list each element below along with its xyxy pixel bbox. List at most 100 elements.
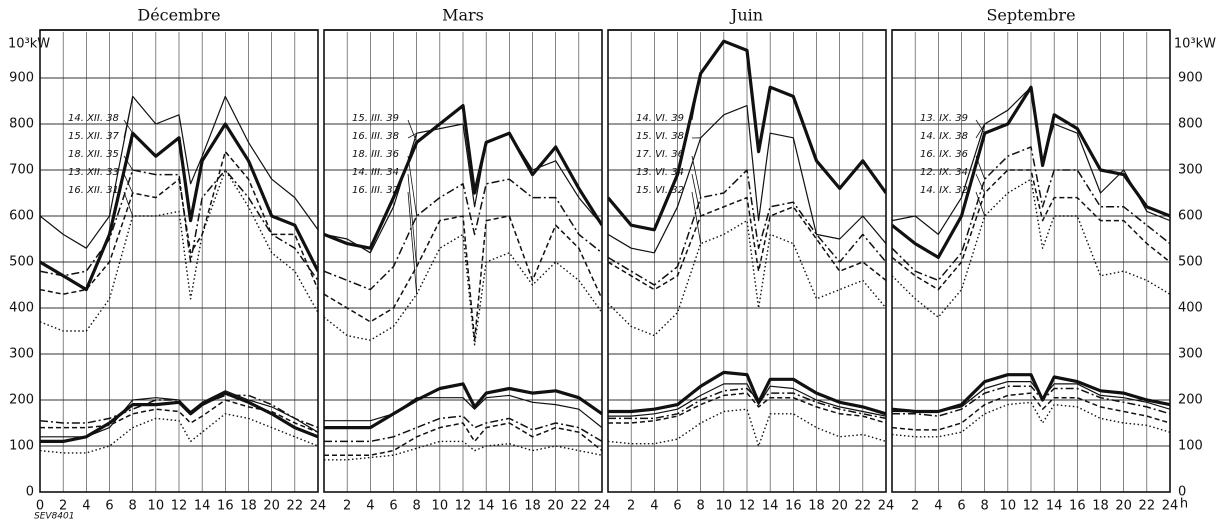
x-tick-label: 0 (36, 499, 44, 514)
y-tick-label: 500 (1178, 255, 1203, 270)
series-label: 12. IX. 34 (920, 167, 968, 178)
x-tick-label: 16 (1069, 499, 1086, 514)
x-tick-label: 8 (129, 499, 137, 514)
series-lower-line (324, 382, 602, 430)
series-label: 17. VI. 36 (636, 149, 684, 160)
y-tick-label: 0 (1178, 485, 1186, 500)
x-tick-label: 22 (1139, 499, 1156, 514)
series-label: 18. XII. 35 (68, 149, 119, 160)
leader-line (407, 191, 418, 295)
y-tick-label: 800 (9, 117, 34, 132)
series-label: 14. IX. 32 (920, 185, 968, 196)
x-tick-label: 18 (808, 499, 825, 514)
series-lower-line (608, 370, 886, 416)
series-lower-line (40, 413, 318, 454)
x-tick-label: 16 (785, 499, 802, 514)
y-tick-label: 100 (9, 439, 34, 454)
series-label: 13. XII. 33 (68, 167, 119, 178)
y-tick-label: 100 (1178, 439, 1203, 454)
x-tick-label: 18 (240, 499, 257, 514)
x-tick-label: 2 (911, 499, 919, 514)
x-tick-label: 22 (287, 499, 304, 514)
y-tick-label: 900 (9, 71, 34, 86)
x-tick-label: 24 (310, 499, 327, 514)
x-tick-label: 12 (455, 499, 472, 514)
x-tick-label: 8 (981, 499, 989, 514)
series-label: 16. IX. 36 (920, 149, 968, 160)
leader-line (975, 123, 986, 139)
x-tick-label: 18 (524, 499, 541, 514)
leader-line (123, 191, 134, 217)
leader-line (123, 96, 134, 139)
y-tick-label: 0 (26, 485, 34, 500)
x-tick-label: 22 (855, 499, 872, 514)
series-lower-line (892, 385, 1170, 417)
x-tick-label: 20 (1115, 499, 1132, 514)
x-tick-label: 20 (547, 499, 564, 514)
series-line (608, 196, 886, 291)
series-line (40, 95, 318, 249)
series-lower-line (40, 399, 318, 433)
panel-title: Mars (442, 6, 484, 25)
x-tick-label: 12 (171, 499, 188, 514)
panel-title: Juin (729, 6, 763, 25)
y-tick-label: 500 (9, 255, 34, 270)
y-tick-label: 600 (1178, 209, 1203, 224)
panel-title: Décembre (137, 6, 220, 25)
x-tick-label: 4 (82, 499, 90, 514)
y-tick-label: 200 (1178, 393, 1203, 408)
series-label: 14. VI. 39 (636, 113, 684, 124)
series-line (324, 233, 602, 346)
series-label: 15. VI. 38 (636, 131, 684, 142)
x-tick-label: 4 (366, 499, 374, 514)
x-tick-label: 22 (571, 499, 588, 514)
y-tick-label: 400 (1178, 301, 1203, 316)
series-lower-line (40, 394, 318, 429)
leader-line (123, 119, 134, 134)
series-line (892, 86, 1170, 235)
x-tick-label: 6 (105, 499, 113, 514)
series-lower-line (892, 392, 1170, 431)
leader-line (407, 132, 417, 139)
panel-frame (607, 29, 887, 493)
series-label: 14. XII. 38 (68, 113, 119, 124)
x-tick-label: 12 (739, 499, 756, 514)
series-line (324, 178, 602, 291)
leader-line (691, 155, 702, 198)
series-label: 13. VI. 34 (636, 167, 684, 178)
x-tick-label: 20 (831, 499, 848, 514)
x-tick-label: 14 (478, 499, 495, 514)
x-tick-label: 14 (1046, 499, 1063, 514)
note: SEV8401 (34, 512, 74, 522)
leader-line (975, 119, 986, 134)
leader-line (975, 191, 986, 217)
x-tick-label: 10 (432, 499, 449, 514)
series-label: 16. III. 38 (352, 131, 399, 142)
x-tick-label: 6 (389, 499, 397, 514)
series-line (892, 146, 1170, 282)
x-tick-label: 8 (413, 499, 421, 514)
x-tick-label: 2 (59, 499, 67, 514)
leader-line (691, 173, 702, 217)
x-tick-label: 6 (673, 499, 681, 514)
x-tick-label: 16 (217, 499, 234, 514)
x-tick-label: 14 (194, 499, 211, 514)
series-lower-line (608, 387, 886, 420)
y-axis-label: 10³kW (8, 37, 50, 52)
series-label: 13. IX. 39 (920, 113, 968, 124)
x-tick-label: 10 (148, 499, 165, 514)
leader-line (407, 173, 418, 267)
series-line (40, 169, 318, 332)
leader-line (407, 155, 418, 217)
x-tick-label: 6 (957, 499, 965, 514)
series-label: 16. XII. 31 (68, 185, 119, 196)
series-label: 15. III. 39 (352, 113, 399, 124)
x-tick-label: 14 (762, 499, 779, 514)
series-lower-line (324, 415, 602, 443)
y-tick-label: 800 (1178, 117, 1203, 132)
series-line (324, 215, 602, 341)
panel-frame (323, 29, 603, 493)
y-tick-label: 700 (9, 163, 34, 178)
y-tick-label: 300 (1178, 163, 1203, 178)
